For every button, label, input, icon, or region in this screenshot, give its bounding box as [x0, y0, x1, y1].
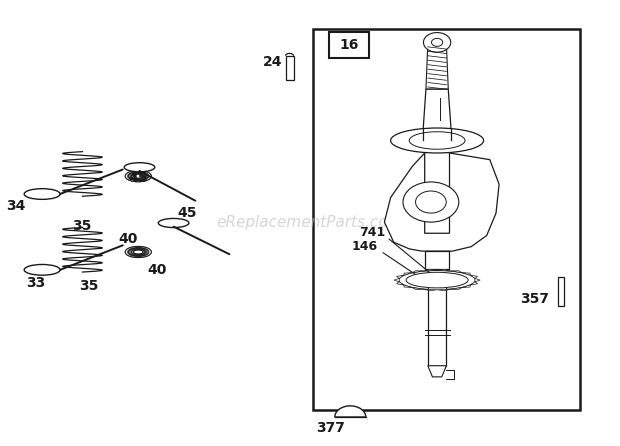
Bar	[313, 29, 580, 410]
Polygon shape	[475, 278, 480, 282]
Ellipse shape	[399, 270, 476, 290]
Polygon shape	[412, 288, 424, 289]
Polygon shape	[450, 271, 462, 273]
Polygon shape	[397, 275, 404, 278]
Text: 45: 45	[177, 206, 197, 220]
Polygon shape	[404, 273, 412, 275]
Text: 24: 24	[263, 54, 283, 69]
Polygon shape	[412, 271, 424, 273]
Polygon shape	[423, 128, 451, 129]
Text: eReplacementParts.com: eReplacementParts.com	[216, 215, 404, 231]
Polygon shape	[462, 273, 471, 275]
Polygon shape	[450, 288, 462, 289]
Text: 40: 40	[148, 263, 167, 277]
Text: 357: 357	[520, 292, 549, 306]
Polygon shape	[558, 277, 564, 306]
Ellipse shape	[158, 219, 189, 227]
Polygon shape	[462, 285, 471, 288]
Ellipse shape	[24, 189, 60, 199]
Ellipse shape	[125, 171, 151, 182]
Polygon shape	[424, 269, 437, 271]
Polygon shape	[428, 282, 446, 366]
Ellipse shape	[124, 163, 155, 172]
Polygon shape	[424, 289, 437, 291]
Wedge shape	[335, 406, 366, 417]
Circle shape	[432, 38, 443, 46]
Polygon shape	[384, 153, 499, 251]
Polygon shape	[425, 251, 449, 269]
Polygon shape	[404, 285, 412, 288]
Ellipse shape	[125, 246, 151, 258]
Polygon shape	[471, 275, 477, 278]
Ellipse shape	[125, 171, 151, 182]
Polygon shape	[394, 278, 399, 282]
Text: 741: 741	[360, 226, 386, 240]
Polygon shape	[437, 289, 450, 291]
Circle shape	[423, 33, 451, 52]
Text: 33: 33	[26, 276, 46, 290]
Polygon shape	[285, 56, 294, 80]
Polygon shape	[423, 89, 451, 129]
Text: 16: 16	[339, 38, 358, 52]
Ellipse shape	[24, 264, 60, 275]
Text: 35: 35	[79, 279, 99, 293]
Circle shape	[415, 191, 446, 213]
Ellipse shape	[125, 246, 151, 258]
Polygon shape	[397, 282, 404, 285]
Ellipse shape	[391, 128, 484, 153]
Text: 377: 377	[316, 421, 345, 435]
Polygon shape	[428, 366, 446, 377]
Ellipse shape	[406, 272, 468, 288]
Polygon shape	[471, 282, 477, 285]
Bar	[329, 32, 369, 58]
Text: 45: 45	[128, 171, 148, 186]
Text: 40: 40	[118, 231, 138, 246]
Polygon shape	[426, 45, 448, 89]
Text: 146: 146	[352, 240, 378, 253]
Circle shape	[403, 182, 459, 222]
Text: 35: 35	[72, 219, 92, 233]
Text: 34: 34	[6, 199, 26, 213]
Polygon shape	[437, 269, 450, 271]
